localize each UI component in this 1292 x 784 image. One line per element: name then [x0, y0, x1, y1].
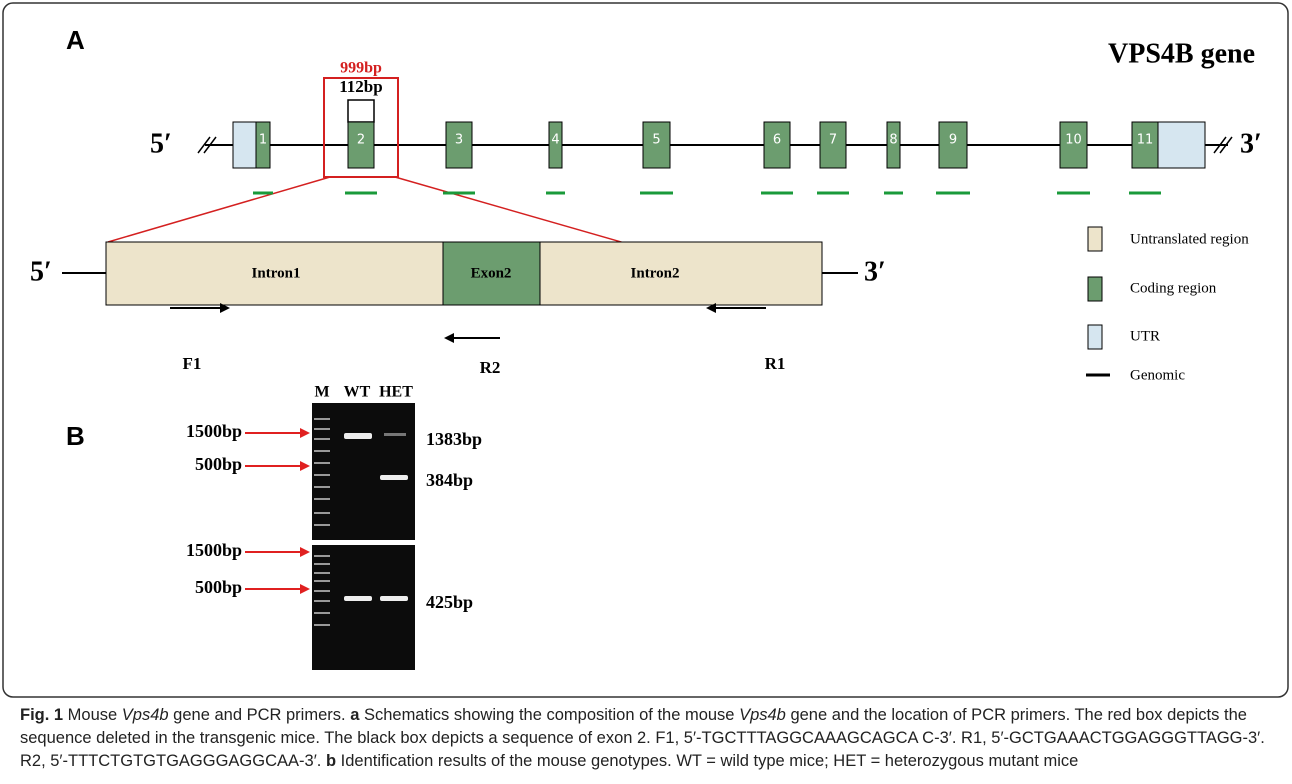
size-label: 1383bp — [426, 429, 482, 449]
band — [344, 433, 372, 439]
band — [314, 572, 330, 574]
exon-number: 3 — [455, 133, 463, 148]
caption-text: gene and PCR primers. — [169, 706, 351, 724]
marker-arrow — [300, 428, 310, 438]
gene-title: VPS4B gene — [1108, 38, 1255, 69]
zoom-line — [395, 177, 656, 252]
exon-number: 11 — [1137, 133, 1154, 148]
primer-label: R1 — [765, 354, 786, 373]
five-prime: 5′ — [150, 128, 172, 159]
band — [314, 624, 330, 626]
gel — [312, 403, 415, 540]
size-label: 425bp — [426, 592, 473, 612]
legend-swatch — [1088, 277, 1102, 301]
marker-label: 1500bp — [186, 540, 242, 560]
figure: A B VPS4B gene 5′ 3′ 112bp 999bp 1 2 3 4 5 6 7… — [0, 0, 1292, 700]
page: A B VPS4B gene 5′ 3′ 112bp 999bp 1 2 3 4 5 6 7… — [0, 0, 1292, 784]
legend-label: Genomic — [1130, 367, 1185, 383]
caption-text: Vps4b — [739, 706, 786, 724]
exon-number: 10 — [1065, 133, 1082, 148]
band — [314, 524, 330, 526]
utr — [233, 122, 256, 168]
legend-label: Untranslated region — [1130, 231, 1249, 247]
three-prime: 3′ — [1240, 128, 1262, 159]
caption-text: a — [350, 706, 359, 724]
zoom-line — [108, 177, 330, 242]
region-label: Intron2 — [631, 265, 680, 281]
band — [314, 438, 330, 440]
primer-label: R2 — [480, 358, 501, 377]
lane-label: WT — [344, 384, 371, 401]
exon-number: 5 — [652, 133, 660, 148]
marker-arrow — [300, 547, 310, 557]
marker-label: 500bp — [195, 577, 242, 597]
legend-label: UTR — [1130, 328, 1160, 344]
lane-label: HET — [379, 384, 413, 401]
caption-text: Fig. 1 — [20, 706, 63, 724]
arrowhead — [444, 333, 454, 343]
band — [314, 590, 330, 592]
band — [314, 612, 330, 614]
black-box — [348, 100, 374, 122]
band — [344, 596, 372, 601]
exon-number: 9 — [949, 133, 957, 148]
exon-number: 8 — [889, 133, 897, 148]
band — [314, 600, 330, 602]
legend-swatch — [1088, 227, 1102, 251]
exon-number: 7 — [829, 133, 837, 148]
box-label: 999bp — [340, 60, 382, 77]
panel-label: B — [66, 421, 85, 451]
panel-label: A — [66, 25, 85, 55]
region-label: Intron1 — [252, 265, 301, 281]
band — [314, 418, 330, 420]
band — [380, 596, 408, 601]
marker-arrow — [300, 461, 310, 471]
band — [314, 563, 330, 565]
band — [384, 433, 406, 436]
band — [380, 475, 408, 480]
band — [314, 462, 330, 464]
band — [314, 580, 330, 582]
caption: Fig. 1 Mouse Vps4b gene and PCR primers.… — [20, 704, 1278, 773]
band — [314, 512, 330, 514]
size-label: 384bp — [426, 470, 473, 490]
band — [314, 450, 330, 452]
exon-number: 1 — [259, 133, 267, 148]
caption-text: Identification results of the mouse geno… — [336, 752, 1078, 770]
caption-text: Schematics showing the composition of th… — [359, 706, 739, 724]
exon-number: 4 — [551, 133, 559, 148]
marker-arrow — [300, 584, 310, 594]
legend-swatch — [1088, 325, 1102, 349]
caption-text: Vps4b — [122, 706, 169, 724]
marker-label: 500bp — [195, 454, 242, 474]
three-prime: 3′ — [864, 256, 886, 287]
band — [314, 428, 330, 430]
caption-text: b — [326, 752, 336, 770]
exon-number: 2 — [357, 133, 365, 148]
five-prime: 5′ — [30, 256, 52, 287]
band — [314, 474, 330, 476]
primer-label: F1 — [183, 354, 202, 373]
band — [314, 498, 330, 500]
marker-label: 1500bp — [186, 421, 242, 441]
exon-number: 6 — [773, 133, 781, 148]
lane-label: M — [314, 384, 329, 401]
region-label: Exon2 — [471, 265, 512, 281]
box-label: 112bp — [339, 77, 382, 96]
caption-text: Mouse — [63, 706, 122, 724]
band — [314, 555, 330, 557]
legend-label: Coding region — [1130, 280, 1217, 296]
utr — [1158, 122, 1205, 168]
band — [314, 486, 330, 488]
